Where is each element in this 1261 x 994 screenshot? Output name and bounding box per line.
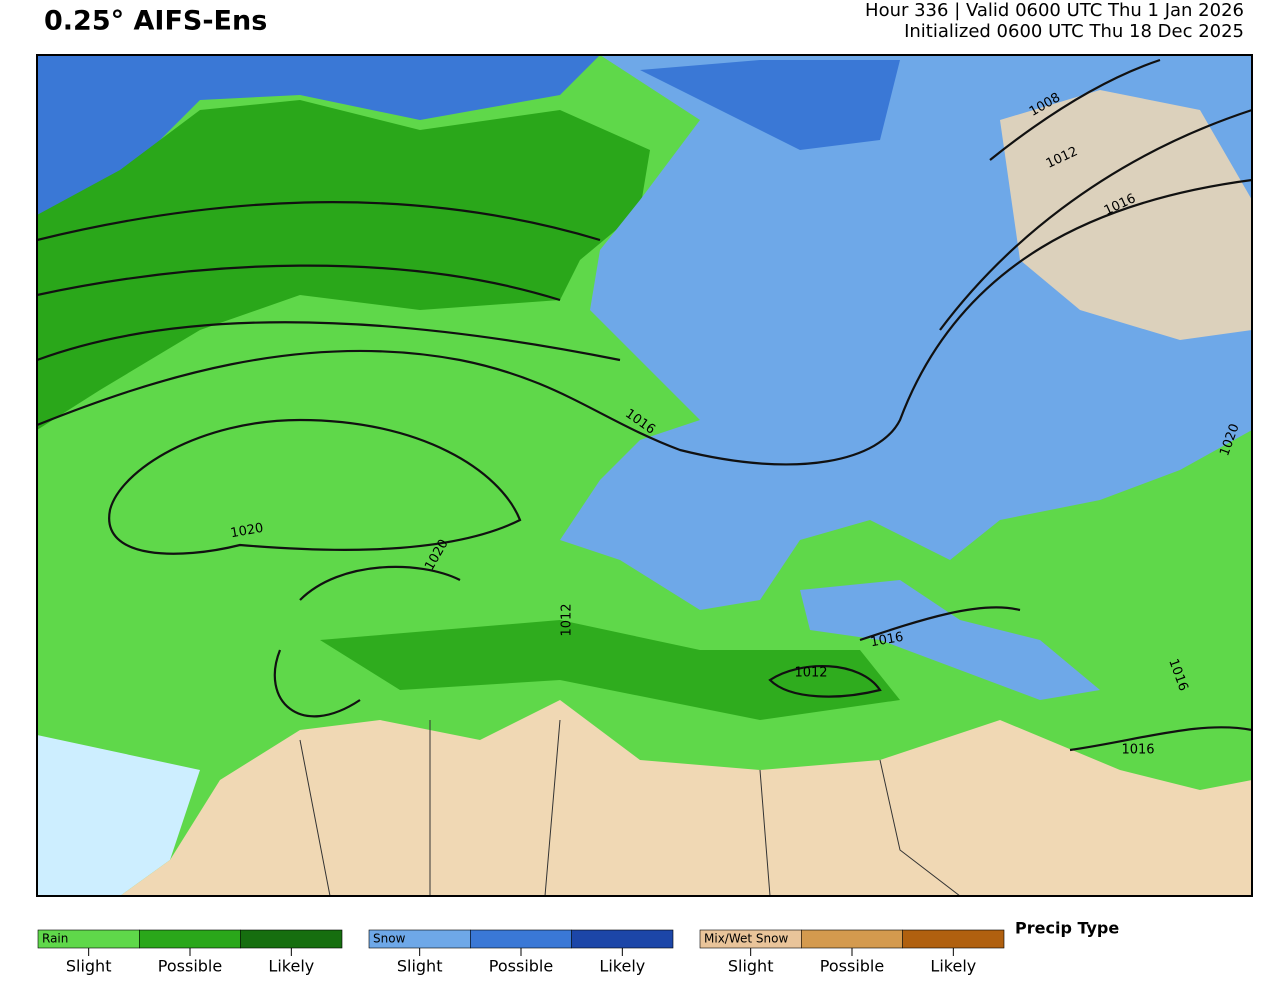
legend-swatch [801, 929, 903, 949]
legend-group-name: Rain [42, 932, 68, 946]
isobar-label: 1020 [229, 521, 264, 542]
legend-swatch [571, 929, 674, 949]
isobar-label: 1012 [794, 666, 827, 681]
legend-level: Likely [599, 957, 645, 976]
legend-swatch [139, 929, 241, 949]
legend: Precip Type [1015, 919, 1119, 938]
legend-level: Possible [158, 957, 222, 976]
map [36, 54, 1253, 897]
legend-swatch [470, 929, 572, 949]
legend-level: Likely [930, 957, 976, 976]
isobar-label: 1016 [869, 630, 904, 651]
legend-level: Slight [728, 957, 774, 976]
legend-level: Possible [489, 957, 553, 976]
legend-group-name: Mix/Wet Snow [704, 932, 788, 946]
legend-level: Slight [397, 957, 443, 976]
init-time: Initialized 0600 UTC Thu 18 Dec 2025 [904, 21, 1244, 42]
legend-group-name: Snow [373, 932, 406, 946]
legend-swatch [240, 929, 343, 949]
isobar-label: 1012 [560, 603, 575, 636]
legend-level: Possible [820, 957, 884, 976]
isobar-label: 1016 [1121, 743, 1154, 758]
legend-level: Likely [268, 957, 314, 976]
legend-title: Precip Type [1015, 919, 1119, 938]
legend-swatch [902, 929, 1005, 949]
legend-level: Slight [66, 957, 112, 976]
valid-time: Hour 336 | Valid 0600 UTC Thu 1 Jan 2026 [865, 0, 1244, 21]
title: 0.25° AIFS-Ens [44, 6, 267, 37]
